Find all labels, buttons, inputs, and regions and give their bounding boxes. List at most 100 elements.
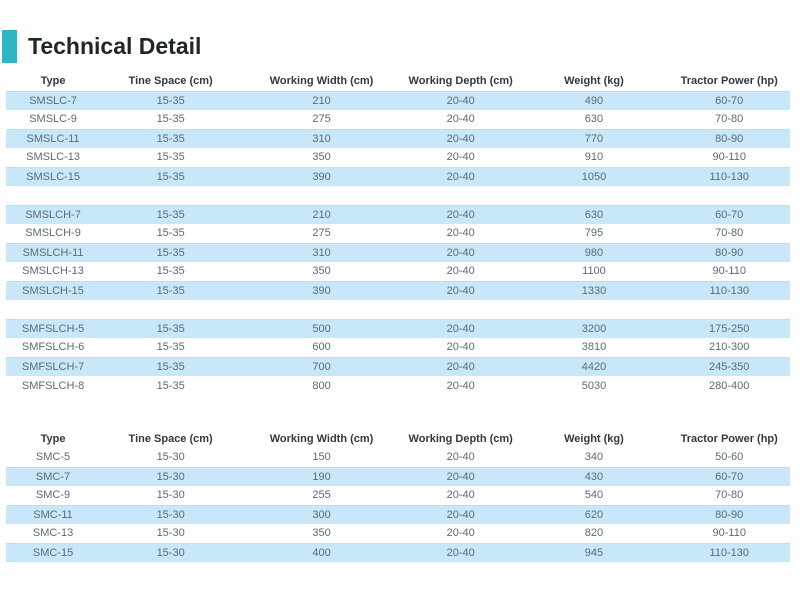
table-cell: 70-80	[715, 227, 744, 240]
table-cell: SMSLC-13	[26, 151, 80, 164]
table-cell: 15-30	[100, 466, 242, 486]
row-group-smc: SMC-5 15-30 150 20-40 340 50-60 SMC-7 15-30 190 2…	[6, 448, 790, 562]
table-cell: 800	[312, 379, 331, 392]
table-cell: 80-90	[668, 242, 790, 262]
table-cell: 15-30	[156, 527, 185, 540]
column-header-tractor-power: Tractor Power (hp)	[680, 75, 778, 88]
table-header-row: Type Tine Space (cm) Working Width (cm) …	[6, 429, 790, 448]
table-cell: 15-30	[156, 489, 185, 502]
table-cell: 400	[241, 542, 402, 562]
table-cell: 20-40	[446, 527, 475, 540]
group-spacer	[6, 186, 790, 205]
table-cell: SMC-9	[35, 489, 71, 502]
group-spacer	[6, 300, 790, 319]
table-row: SMSLC-9 15-35 275 20-40 630 70-80	[6, 110, 790, 129]
table-cell: 310	[241, 242, 402, 262]
table-cell: 20-40	[401, 128, 520, 148]
table-cell: 20-40	[446, 451, 475, 464]
table-cell: SMFSLCH-5	[6, 318, 101, 338]
table-row: SMSLCH-11 15-35 310 20-40 980 80-90	[6, 242, 790, 262]
table-cell: 15-35	[100, 242, 242, 262]
table-cell: 50-60	[715, 451, 744, 464]
table-cell: 20-40	[446, 379, 475, 392]
table-cell: 210-300	[709, 341, 750, 354]
table-cell: 80-90	[668, 128, 790, 148]
table-cell: 630	[519, 204, 669, 224]
table-cell: 15-35	[100, 356, 242, 376]
table-cell: 350	[312, 527, 331, 540]
table-cell: 210	[241, 90, 402, 110]
column-header-type: Type	[40, 432, 66, 445]
table-cell: 15-35	[156, 341, 185, 354]
table-row: SMSLCH-7 15-35 210 20-40 630 60-70	[6, 204, 790, 224]
table-cell: 15-35	[156, 379, 185, 392]
table-cell: 20-40	[401, 242, 520, 262]
table-cell: SMSLC-9	[29, 113, 77, 126]
table-cell: 90-110	[712, 527, 746, 540]
table-cell: 600	[312, 341, 331, 354]
table-row: SMFSLCH-6 15-35 600 20-40 3810 210-300	[6, 338, 790, 357]
table-cell: 15-30	[100, 504, 242, 524]
table-cell: 275	[312, 113, 331, 126]
column-header-working-depth: Working Depth (cm)	[408, 432, 513, 445]
column-header-working-depth: Working Depth (cm)	[408, 75, 513, 88]
table-cell: 15-35	[100, 204, 242, 224]
table-cell: 910	[584, 151, 604, 164]
table-cell: 15-35	[100, 90, 242, 110]
table-cell: 5030	[581, 379, 607, 392]
table-cell: 1100	[582, 265, 606, 278]
column-header-weight: Weight (kg)	[564, 75, 624, 88]
table-cell: 20-40	[401, 542, 520, 562]
row-group-smslc: SMSLC-7 15-35 210 20-40 490 60-70 SMSLC-9 15-35…	[6, 90, 790, 186]
table-cell: 20-40	[446, 265, 475, 278]
table-cell: 175-250	[668, 318, 790, 338]
table-cell: 310	[241, 128, 402, 148]
table-cell: 620	[519, 504, 669, 524]
column-header-tine-space: Tine Space (cm)	[128, 432, 213, 445]
table-cell: 770	[519, 128, 669, 148]
table-cell: 700	[241, 356, 402, 376]
table-row: SMC-11 15-30 300 20-40 620 80-90	[6, 504, 790, 524]
table-cell: 20-40	[446, 113, 475, 126]
table-cell: 20-40	[446, 341, 475, 354]
table-cell: 15-35	[156, 151, 185, 164]
table-cell: 20-40	[401, 504, 520, 524]
table-cell: 255	[312, 489, 331, 502]
table-row: SMSLC-11 15-35 310 20-40 770 80-90	[6, 128, 790, 148]
column-header-type: Type	[40, 75, 66, 88]
table-row: SMFSLCH-8 15-35 800 20-40 5030 280-400	[6, 376, 790, 395]
table-cell: 540	[584, 489, 604, 502]
table-cell: 15-30	[156, 451, 185, 464]
table-row: SMSLCH-13 15-35 350 20-40 1100 90-110	[6, 262, 790, 281]
table-row: SMSLCH-15 15-35 390 20-40 1330 110-130	[6, 280, 790, 300]
table-cell: 15-35	[156, 227, 185, 240]
table-cell: 4420	[519, 356, 669, 376]
table-cell: SMSLCH-9	[25, 227, 81, 240]
table-cell: SMC-13	[32, 527, 74, 540]
table-cell: 190	[241, 466, 402, 486]
column-header-tractor-power: Tractor Power (hp)	[680, 432, 778, 445]
table-row: SMC-13 15-30 350 20-40 820 90-110	[6, 524, 790, 543]
table-cell: 945	[519, 542, 669, 562]
table-row: SMFSLCH-7 15-35 700 20-40 4420 245-350	[6, 356, 790, 376]
column-header-working-width: Working Width (cm)	[269, 75, 374, 88]
table-cell: 300	[241, 504, 402, 524]
table-cell: 20-40	[401, 356, 520, 376]
table-cell: 70-80	[715, 113, 744, 126]
table-cell: 60-70	[668, 466, 790, 486]
table-cell: 60-70	[668, 90, 790, 110]
table-row: SMSLC-7 15-35 210 20-40 490 60-70	[6, 90, 790, 110]
table-cell: 110-130	[668, 280, 790, 300]
table-row: SMSLC-15 15-35 390 20-40 1050 110-130	[6, 166, 790, 186]
table-cell: 15-35	[100, 128, 242, 148]
table-cell: 3200	[519, 318, 669, 338]
table-cell: 20-40	[401, 318, 520, 338]
table-cell: 340	[584, 451, 604, 464]
page-header: Technical Detail	[2, 30, 800, 63]
table-cell: SMFSLCH-6	[21, 341, 85, 354]
table-cell: SMSLCH-15	[6, 280, 101, 300]
column-header-weight: Weight (kg)	[564, 432, 624, 445]
table-cell: 390	[241, 166, 402, 186]
table-cell: 15-35	[156, 113, 185, 126]
table-cell: 15-30	[100, 542, 242, 562]
